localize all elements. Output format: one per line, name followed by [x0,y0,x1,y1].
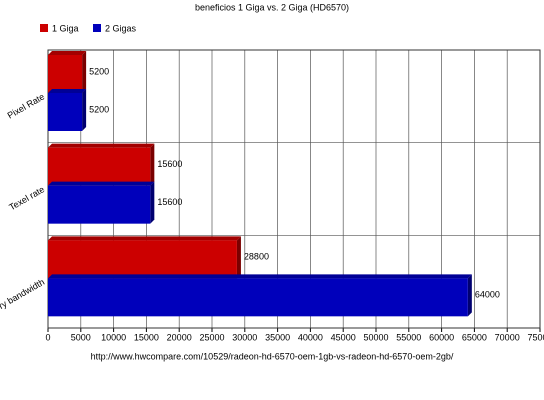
x-tick-label: 55000 [396,332,421,342]
bar-side [82,51,87,93]
x-tick-label: 10000 [101,332,126,342]
value-label: 64000 [475,290,500,300]
bar-side [150,143,155,186]
value-label: 28800 [244,252,269,262]
x-tick-label: 70000 [495,332,520,342]
bar-top [48,274,472,279]
x-tick-label: 45000 [331,332,356,342]
bar-side [82,89,87,131]
value-label: 5200 [89,104,109,114]
y-tick-label: Pixel Rate [6,91,47,120]
x-tick-label: 40000 [298,332,323,342]
x-tick-label: 35000 [265,332,290,342]
x-tick-label: 75000 [527,332,544,342]
bar-top [48,143,155,148]
x-tick-label: 30000 [232,332,257,342]
bar [48,93,83,131]
bar-top [48,181,155,186]
x-tick-label: 60000 [429,332,454,342]
bar-side [150,181,155,224]
y-tick-label: Memory bandwidth [0,277,46,324]
bar-side [467,274,472,317]
x-tick-label: 50000 [363,332,388,342]
legend-label: 2 Gigas [105,23,137,33]
x-tick-label: 15000 [134,332,159,342]
bar-top [48,51,87,55]
legend-label: 1 Giga [52,23,79,33]
bar-top [48,236,241,241]
bar [48,278,468,317]
x-tick-label: 0 [45,332,50,342]
footer-url: http://www.hwcompare.com/10529/radeon-hd… [91,351,454,361]
y-tick-label: Texel rate [7,184,46,212]
x-tick-label: 20000 [167,332,192,342]
legend-swatch [93,24,101,32]
bar [48,240,237,279]
bar [48,147,151,186]
bar-side [236,236,241,279]
x-tick-label: 65000 [462,332,487,342]
legend-swatch [40,24,48,32]
bar [48,185,151,224]
chart-title: beneficios 1 Giga vs. 2 Giga (HD6570) [195,2,349,12]
value-label: 15600 [157,197,182,207]
bar [48,55,83,93]
x-tick-label: 25000 [199,332,224,342]
bar-top [48,89,87,93]
value-label: 15600 [157,159,182,169]
value-label: 5200 [89,66,109,76]
x-tick-label: 5000 [71,332,91,342]
